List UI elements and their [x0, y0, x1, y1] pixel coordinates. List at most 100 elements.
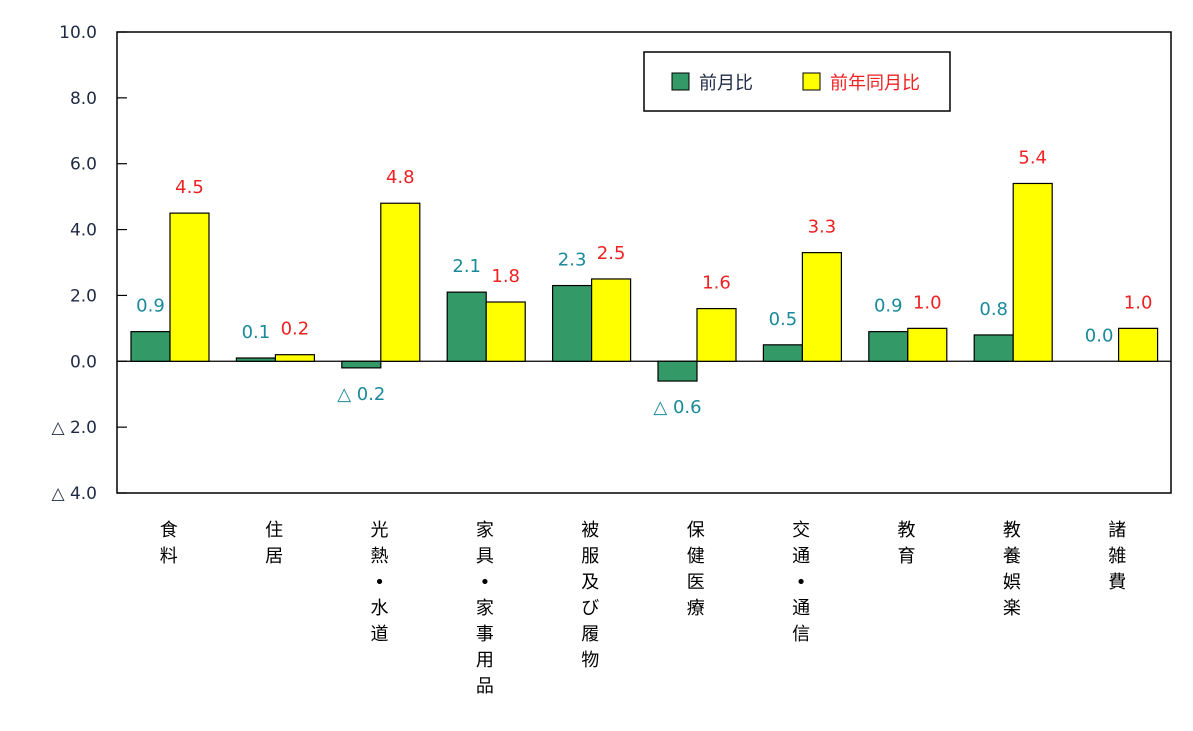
bar-yoy: [485, 301, 526, 362]
svg-text:履: 履: [581, 624, 599, 645]
value-label-yoy: 2.5: [597, 243, 626, 264]
category-label: 諸雑費: [1108, 520, 1126, 593]
bar-yoy: [696, 308, 737, 362]
bar-series: [130, 182, 1159, 382]
y-tick-label: 10.0: [59, 23, 97, 43]
svg-text:用: 用: [476, 650, 494, 671]
svg-text:具: 具: [476, 546, 494, 567]
svg-text:通: 通: [792, 598, 810, 619]
category-label: 教育: [898, 520, 916, 567]
value-label-yoy: 0.2: [281, 319, 310, 340]
category-label: 住居: [265, 520, 283, 567]
svg-text:健: 健: [687, 546, 705, 567]
value-label-yoy: 1.6: [702, 273, 731, 294]
bar-yoy: [1117, 327, 1159, 362]
svg-text:居: 居: [265, 546, 283, 567]
category-label: 光熱 • 水道: [371, 520, 389, 645]
legend: 前月比 前年同月比: [643, 51, 951, 112]
svg-text:娯: 娯: [1003, 572, 1021, 593]
value-label-mom: 0.5: [769, 309, 798, 330]
value-label-mom: 2.3: [558, 250, 587, 271]
svg-text:品: 品: [476, 676, 494, 697]
svg-text:通: 通: [792, 546, 810, 567]
svg-text:費: 費: [1108, 572, 1126, 593]
y-tick-label: 4.0: [70, 221, 97, 241]
bar-yoy: [274, 354, 315, 362]
value-label-yoy: 5.4: [1018, 147, 1047, 168]
svg-text:光: 光: [371, 520, 389, 541]
svg-text:家: 家: [476, 520, 494, 541]
svg-text:保: 保: [687, 520, 705, 541]
svg-text:料: 料: [160, 546, 178, 567]
value-label-yoy: 1.0: [913, 292, 942, 313]
bar-mom: [657, 360, 698, 382]
svg-text:事: 事: [476, 624, 494, 645]
bar-mom: [446, 291, 487, 362]
svg-text:医: 医: [687, 572, 705, 593]
svg-text:教: 教: [1003, 520, 1021, 541]
svg-text:住: 住: [265, 520, 283, 541]
bar-yoy: [380, 202, 421, 362]
value-label-yoy: 4.8: [386, 167, 415, 188]
bar-mom: [551, 284, 593, 362]
svg-text:及: 及: [581, 572, 599, 593]
y-tick-label: 6.0: [70, 155, 97, 175]
plot-border: [116, 31, 1172, 494]
svg-text:食: 食: [160, 520, 178, 541]
bar-yoy: [169, 212, 210, 362]
category-label: 食料: [160, 520, 178, 567]
data-labels: 0.9 4.5 0.1 0.2 △ 0.2 4.8 2.1 1.8 2.3 2.5 △ 0.6 1.6…: [136, 147, 1152, 418]
svg-text:物: 物: [581, 650, 599, 671]
value-label-mom: 2.1: [452, 256, 481, 277]
bar-mom: [868, 331, 909, 362]
svg-text:被: 被: [581, 520, 599, 541]
svg-text:諸: 諸: [1108, 520, 1126, 541]
value-label-yoy: 3.3: [808, 217, 837, 238]
legend-swatch-mom: [671, 72, 690, 91]
bar-mom: [235, 357, 276, 362]
legend-label-mom: 前月比: [699, 73, 753, 94]
value-label-mom: 0.9: [136, 296, 165, 317]
svg-text:療: 療: [687, 598, 705, 619]
value-label-mom: 0.8: [979, 299, 1008, 320]
value-label-yoy: 4.5: [175, 177, 204, 198]
value-label-mom: △ 0.2: [337, 384, 385, 405]
value-label-mom: 0.1: [242, 322, 271, 343]
bar-yoy: [590, 278, 632, 362]
svg-text:交: 交: [792, 520, 810, 541]
legend-swatch-yoy: [802, 72, 821, 91]
bar-mom: [973, 334, 1014, 362]
svg-text:養: 養: [1003, 546, 1021, 567]
y-tick-label: 0.0: [70, 352, 97, 372]
y-tick-label: △ 2.0: [51, 418, 97, 438]
svg-text:び: び: [581, 598, 599, 619]
bar-yoy: [801, 252, 843, 362]
svg-text:信: 信: [792, 624, 810, 645]
value-label-mom: 0.9: [874, 296, 903, 317]
value-label-yoy: 1.8: [491, 266, 520, 287]
value-label-mom: △ 0.6: [653, 397, 701, 418]
svg-text:熱: 熱: [371, 546, 389, 567]
bar-mom: [130, 331, 171, 362]
bar-mom: [341, 360, 382, 369]
bar-yoy: [1012, 182, 1053, 362]
y-tick-label: 8.0: [70, 89, 97, 109]
svg-text:服: 服: [581, 546, 599, 567]
category-label: 交通 • 通信: [792, 520, 810, 645]
y-tick-label: △ 4.0: [51, 484, 97, 504]
svg-text:•: •: [374, 572, 385, 593]
legend-box: [643, 51, 951, 112]
bar-mom: [762, 344, 804, 362]
svg-text:•: •: [796, 572, 807, 593]
y-tick-label: 2.0: [70, 286, 97, 306]
svg-text:家: 家: [476, 598, 494, 619]
bar-yoy: [907, 327, 948, 362]
svg-text:道: 道: [371, 624, 389, 645]
y-axis: 10.0 8.0 6.0 4.0 2.0 0.0 △ 2.0 △ 4.0: [51, 23, 127, 504]
